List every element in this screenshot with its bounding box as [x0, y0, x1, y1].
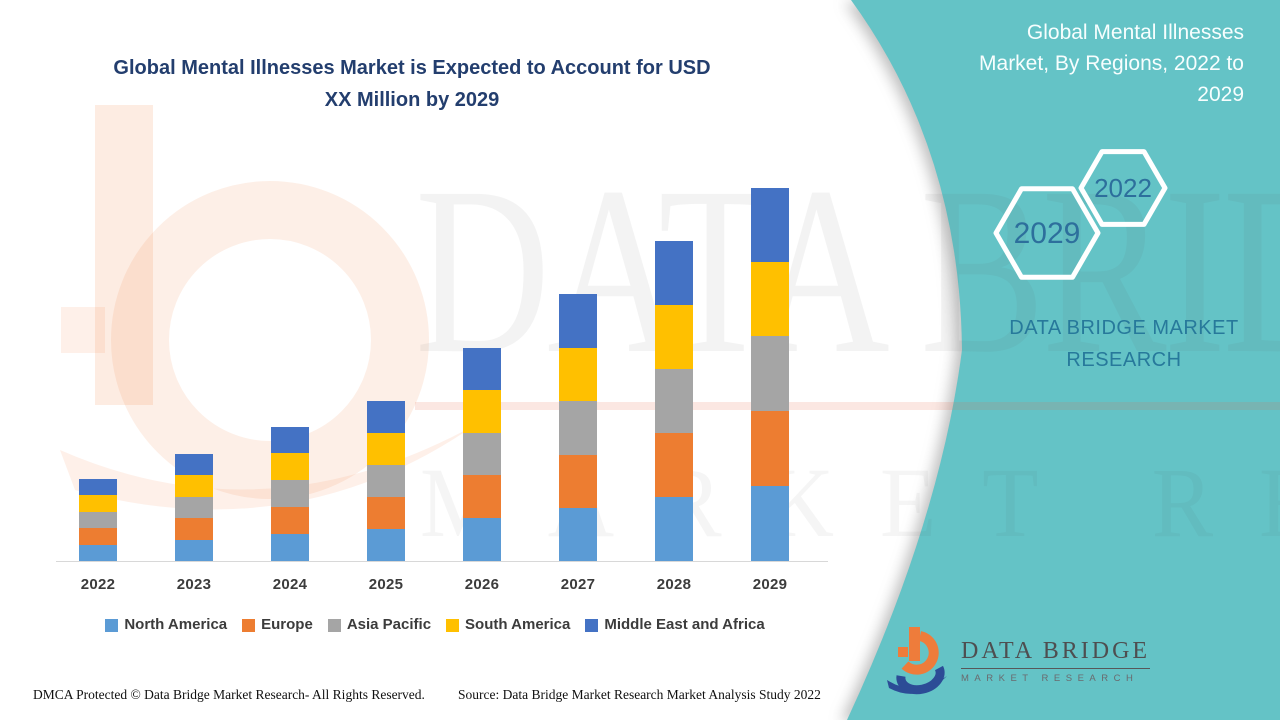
- bar-segment-europe: [367, 497, 405, 529]
- legend-label: Asia Pacific: [346, 616, 432, 633]
- bar-segment-north-america: [175, 540, 213, 561]
- x-axis-line: [56, 561, 828, 562]
- hexagon-2022-outline: [1078, 149, 1168, 227]
- bar-segment-north-america: [751, 486, 789, 561]
- right-panel-heading: Global Mental Illnesses Market, By Regio…: [914, 17, 1244, 110]
- legend-swatch-icon: [446, 618, 460, 632]
- bar-segment-north-america: [655, 497, 693, 561]
- legend-item-south-america: South America: [446, 616, 570, 633]
- x-axis-label-2025: 2025: [368, 576, 404, 593]
- bar-segment-europe: [463, 475, 501, 518]
- bar-segment-south-america: [271, 453, 309, 480]
- brand-text-line1: DATA BRIDGE MARKET: [1009, 317, 1239, 339]
- bar-segment-asia-pacific: [271, 480, 309, 507]
- legend-swatch-icon: [327, 618, 341, 632]
- bar-segment-north-america: [463, 518, 501, 561]
- stacked-bar-2026: [463, 348, 501, 561]
- x-axis-label-2029: 2029: [752, 576, 788, 593]
- bar-segment-north-america: [367, 529, 405, 561]
- legend-swatch-icon: [585, 618, 599, 632]
- legend-swatch-icon: [105, 618, 119, 632]
- bar-segment-middle-east-and-africa: [751, 188, 789, 262]
- bar-segment-north-america: [271, 534, 309, 561]
- legend-label: North America: [124, 616, 228, 633]
- bar-segment-south-america: [367, 433, 405, 465]
- data-bridge-logo-icon: [887, 627, 947, 695]
- legend-label: Middle East and Africa: [604, 616, 765, 633]
- stacked-bar-2025: [367, 401, 405, 561]
- logo-text-block: DATA BRIDGE MARKET RESEARCH: [961, 638, 1151, 684]
- legend-item-north-america: North America: [105, 616, 227, 633]
- chart-legend: North America Europe Asia Pacific South Ame…: [40, 616, 830, 633]
- bar-segment-europe: [175, 518, 213, 540]
- right-heading-line3: 2029: [1197, 83, 1244, 106]
- bar-segment-middle-east-and-africa: [271, 427, 309, 453]
- bar-segment-middle-east-and-africa: [367, 401, 405, 433]
- bar-segment-middle-east-and-africa: [655, 241, 693, 305]
- bar-segment-asia-pacific: [367, 465, 405, 497]
- bar-segment-europe: [751, 411, 789, 486]
- logo-name: DATA BRIDGE: [961, 638, 1151, 669]
- bar-segment-asia-pacific: [655, 369, 693, 433]
- bar-segment-south-america: [559, 348, 597, 401]
- bar-segment-asia-pacific: [175, 497, 213, 518]
- bar-segment-middle-east-and-africa: [79, 479, 117, 495]
- bar-segment-europe: [559, 455, 597, 508]
- year-hexagons: 2029 2022: [993, 149, 1168, 280]
- bar-segment-europe: [655, 433, 693, 497]
- stacked-bar-2023: [175, 454, 213, 561]
- chart-title: Global Mental Illnesses Market is Expect…: [42, 52, 782, 116]
- chart-title-line1: Global Mental Illnesses Market is Expect…: [113, 57, 711, 79]
- hexagon-2029-outline: [993, 186, 1101, 280]
- source-note: Source: Data Bridge Market Research Mark…: [458, 687, 821, 702]
- stacked-bar-2027: [559, 294, 597, 561]
- bar-segment-north-america: [79, 545, 117, 561]
- x-axis-label-2024: 2024: [272, 576, 308, 593]
- bar-segment-south-america: [463, 390, 501, 433]
- stacked-bar-2029: [751, 188, 789, 561]
- data-bridge-brand-text: DATA BRIDGE MARKET RESEARCH: [963, 312, 1280, 376]
- right-heading-line1: Global Mental Illnesses: [1026, 21, 1244, 44]
- chart-title-line2: XX Million by 2029: [324, 89, 500, 111]
- legend-item-europe: Europe: [242, 616, 313, 633]
- bar-segment-europe: [271, 507, 309, 534]
- right-heading-line2: Market, By Regions, 2022 to: [979, 52, 1244, 75]
- x-axis-label-2022: 2022: [80, 576, 116, 593]
- legend-item-middle-east-and-africa: Middle East and Africa: [585, 616, 765, 633]
- bar-segment-middle-east-and-africa: [175, 454, 213, 475]
- hexagon-2022-label: 2022: [1094, 173, 1152, 203]
- bar-segment-asia-pacific: [751, 336, 789, 411]
- x-axis-label-2027: 2027: [560, 576, 596, 593]
- bar-segment-middle-east-and-africa: [559, 294, 597, 348]
- legend-swatch-icon: [242, 618, 256, 632]
- stacked-bar-2028: [655, 241, 693, 561]
- legend-label: Europe: [261, 616, 313, 633]
- data-bridge-logo: DATA BRIDGE MARKET RESEARCH: [885, 624, 1151, 702]
- bar-segment-south-america: [751, 262, 789, 336]
- bar-segment-middle-east-and-africa: [463, 348, 501, 390]
- bar-segment-south-america: [655, 305, 693, 369]
- hexagon-2029-label: 2029: [1014, 217, 1081, 250]
- logo-tagline: MARKET RESEARCH: [961, 673, 1139, 684]
- x-axis-label-2023: 2023: [176, 576, 212, 593]
- bar-segment-north-america: [559, 508, 597, 561]
- stacked-bar-2024: [271, 427, 309, 561]
- stacked-bar-2022: [79, 479, 117, 561]
- x-axis-label-2026: 2026: [464, 576, 500, 593]
- x-axis-label-2028: 2028: [656, 576, 692, 593]
- bar-segment-asia-pacific: [463, 433, 501, 475]
- brand-text-line2: RESEARCH: [1066, 349, 1182, 371]
- bar-segment-europe: [79, 528, 117, 545]
- bar-segment-asia-pacific: [79, 512, 117, 528]
- bar-segment-south-america: [79, 495, 117, 512]
- bar-segment-asia-pacific: [559, 401, 597, 455]
- legend-label: South America: [465, 616, 571, 633]
- legend-item-asia-pacific: Asia Pacific: [327, 616, 432, 633]
- bar-segment-south-america: [175, 475, 213, 497]
- dmca-notice: DMCA Protected © Data Bridge Market Rese…: [33, 687, 425, 702]
